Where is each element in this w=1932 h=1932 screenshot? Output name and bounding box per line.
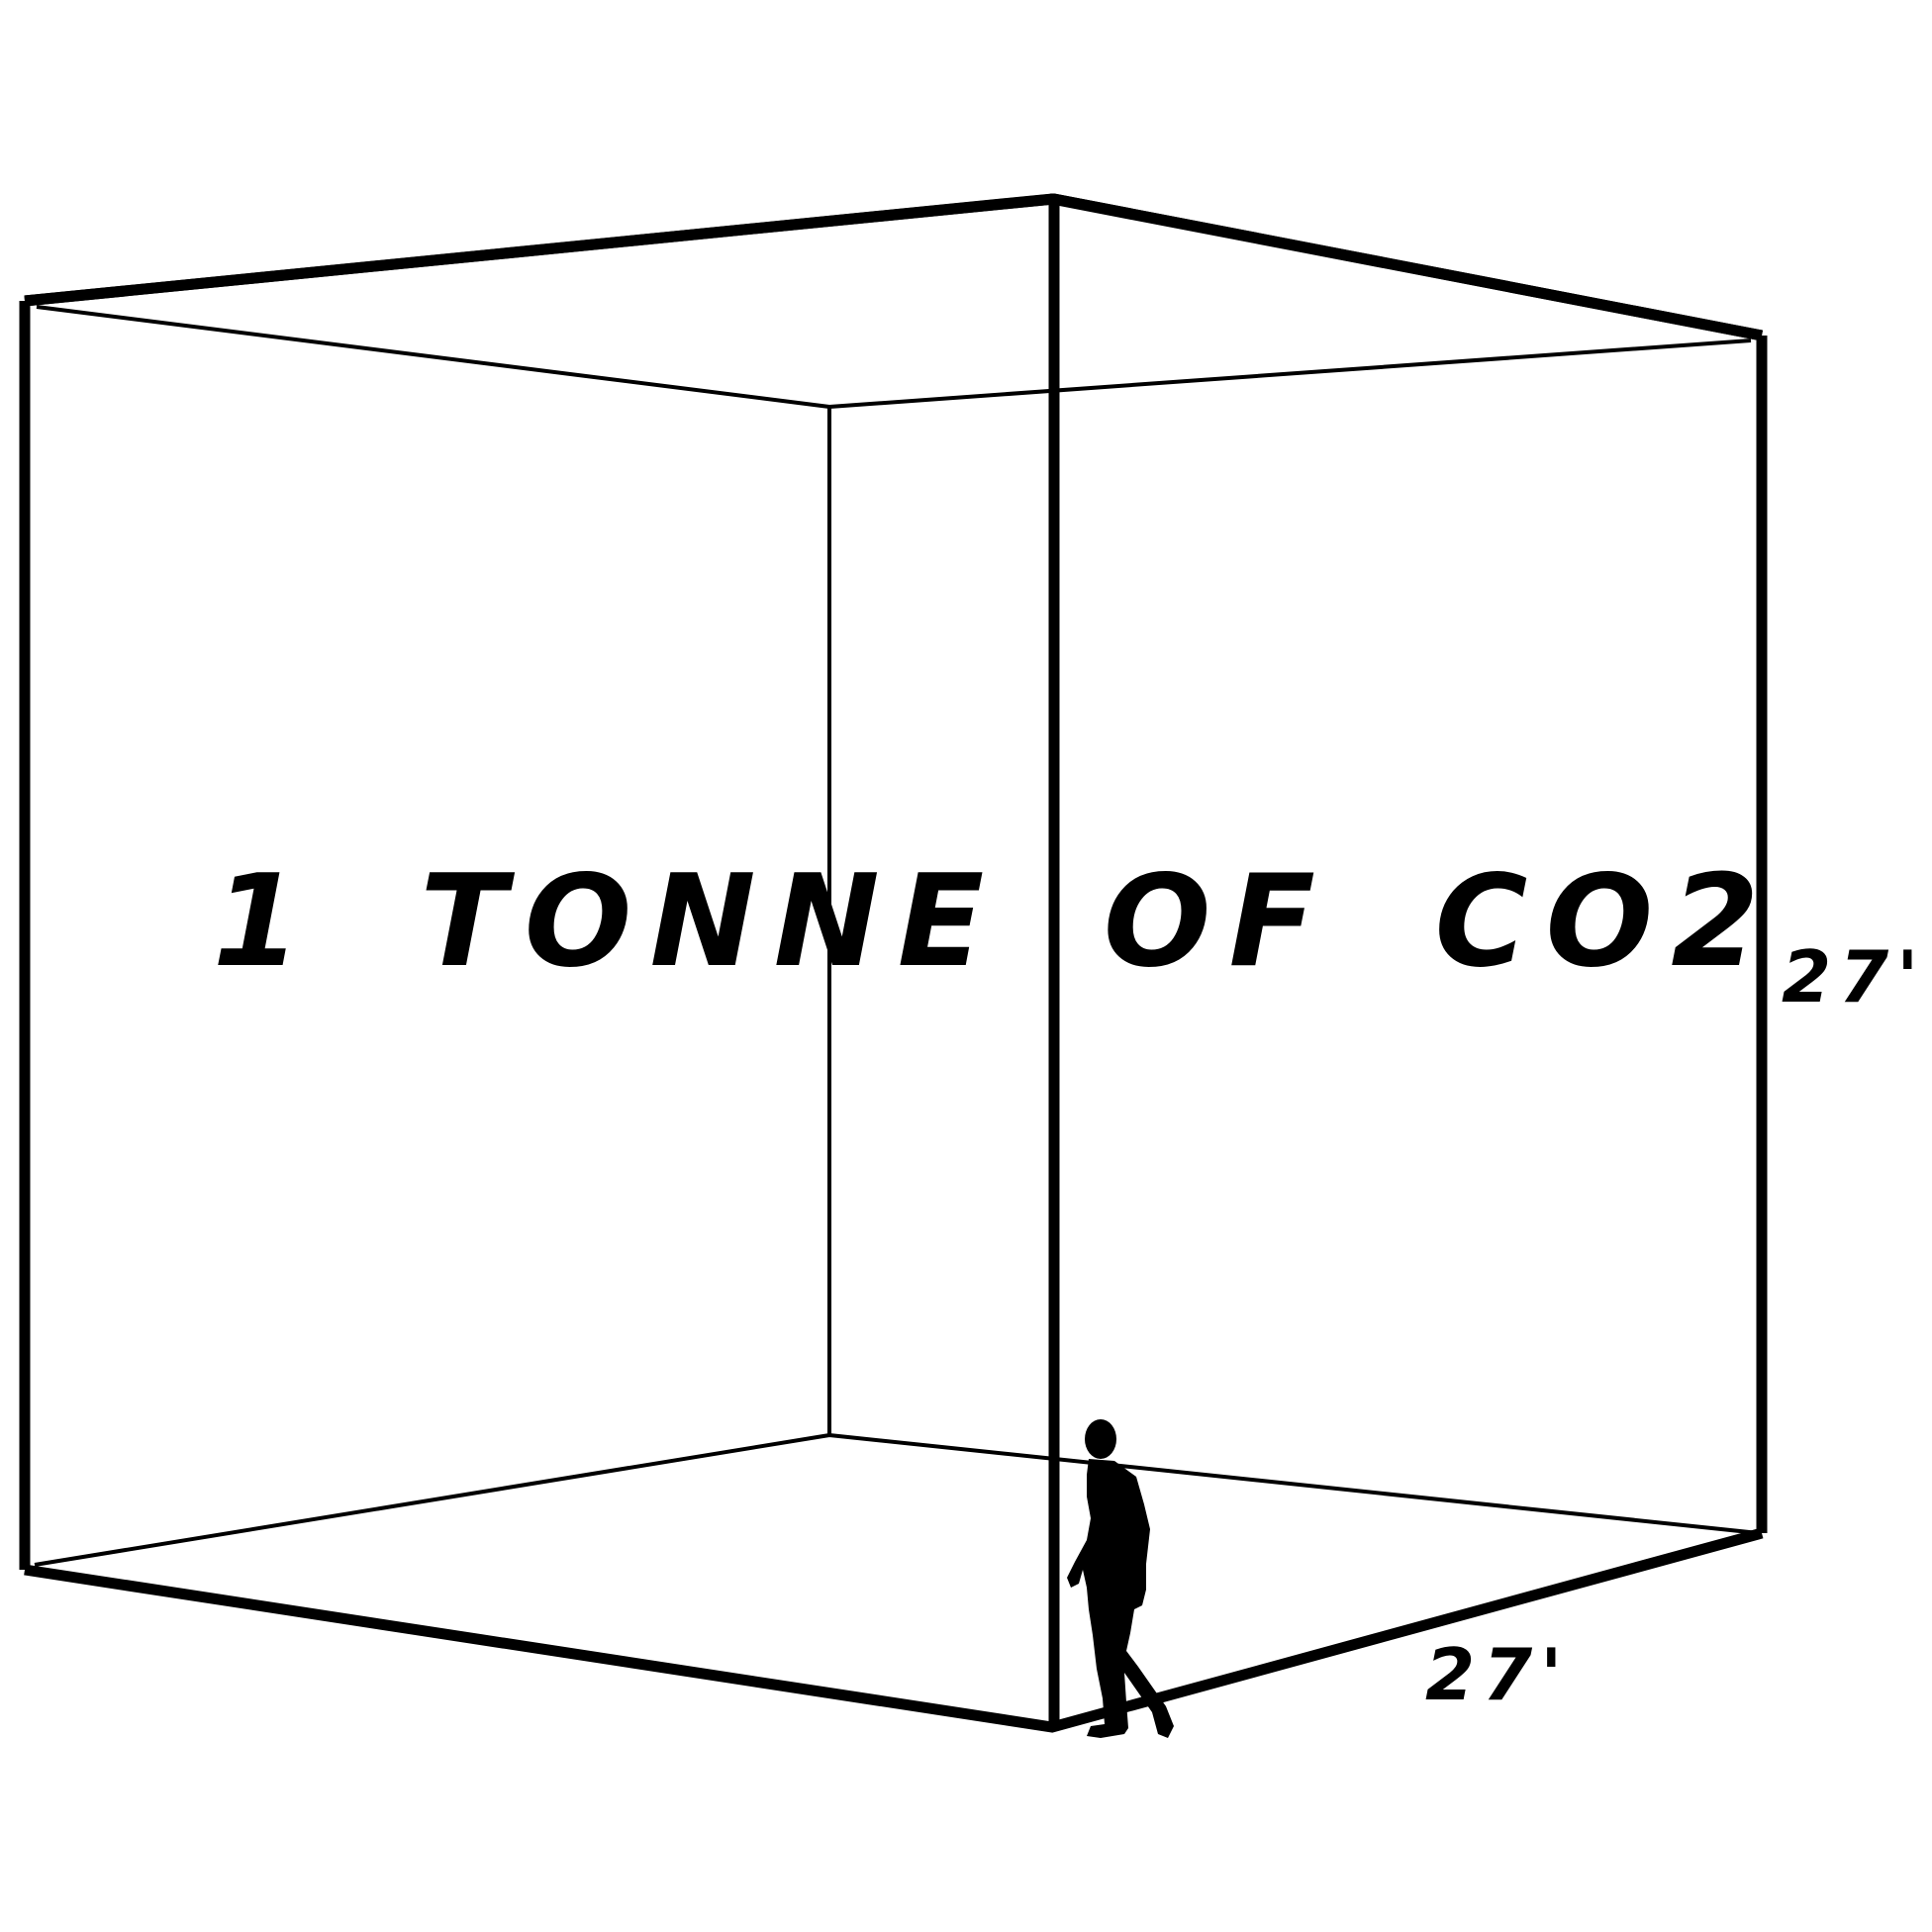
cube-front-edges [19, 193, 1768, 1733]
title-label: 1 TONNE OF CO2 [213, 848, 1778, 996]
front-bottom-edge [24, 1527, 1764, 1733]
back-bottom-edge [34, 1433, 1760, 1567]
cube-back-edges [34, 305, 1760, 1567]
front-top-edge [24, 193, 1764, 341]
person-body [1067, 1459, 1174, 1738]
height-dimension-label: 27' [1782, 935, 1926, 1018]
depth-dimension-label: 27' [1425, 1633, 1570, 1716]
walking-person-icon [1067, 1419, 1174, 1738]
back-top-edge [36, 305, 1752, 409]
person-head [1085, 1419, 1116, 1459]
